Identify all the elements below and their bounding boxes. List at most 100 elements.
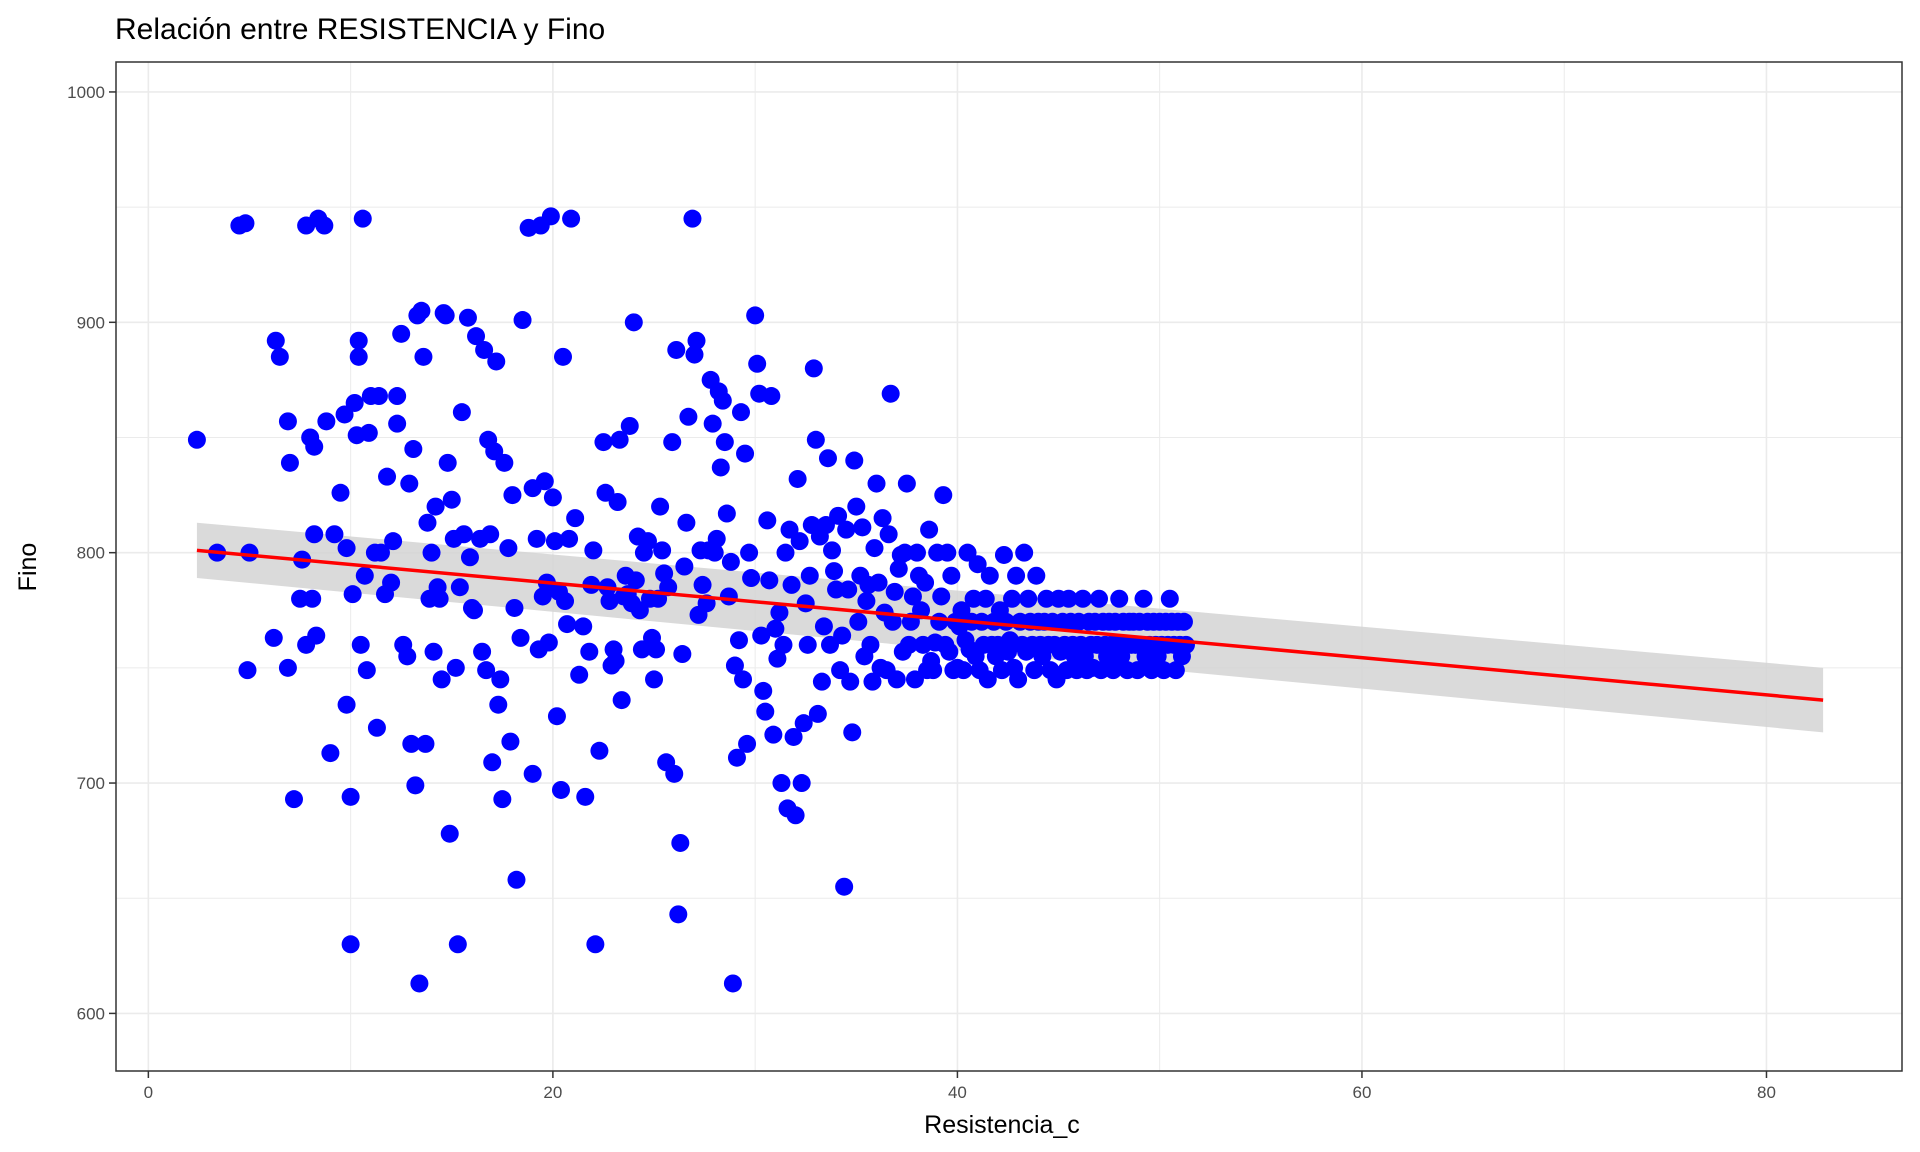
data-point bbox=[711, 458, 730, 477]
data-point bbox=[422, 543, 441, 562]
data-point bbox=[1174, 612, 1193, 631]
x-axis: 0 20 40 60 80 bbox=[144, 1071, 1776, 1102]
data-point bbox=[586, 935, 605, 954]
data-points-layer bbox=[187, 207, 1195, 993]
data-point bbox=[920, 520, 939, 539]
data-point bbox=[814, 617, 833, 636]
data-point bbox=[452, 403, 471, 422]
plot-panel-border bbox=[115, 61, 1903, 1072]
data-point bbox=[511, 628, 530, 647]
data-point bbox=[885, 582, 904, 601]
data-point bbox=[305, 437, 324, 456]
data-point bbox=[1176, 635, 1195, 654]
data-point bbox=[388, 414, 407, 433]
data-point bbox=[770, 603, 789, 622]
y-axis: 600 700 800 900 1000 bbox=[67, 83, 116, 1023]
data-point bbox=[796, 594, 815, 613]
data-point bbox=[685, 345, 704, 364]
data-point bbox=[651, 497, 670, 516]
data-point bbox=[345, 393, 364, 412]
data-point bbox=[897, 474, 916, 493]
data-point bbox=[487, 352, 506, 371]
data-point bbox=[337, 539, 356, 558]
data-point bbox=[934, 486, 953, 505]
data-point bbox=[475, 340, 494, 359]
data-point bbox=[341, 787, 360, 806]
data-point bbox=[758, 511, 777, 530]
data-point bbox=[541, 207, 560, 226]
data-point bbox=[369, 387, 388, 406]
data-point bbox=[533, 587, 552, 606]
data-point bbox=[349, 331, 368, 350]
data-point bbox=[788, 469, 807, 488]
data-point bbox=[792, 774, 811, 793]
data-point bbox=[978, 670, 997, 689]
data-point bbox=[507, 870, 526, 889]
data-point bbox=[450, 578, 469, 597]
data-point bbox=[752, 626, 771, 645]
data-point bbox=[861, 635, 880, 654]
data-point bbox=[731, 403, 750, 422]
data-point bbox=[410, 974, 429, 993]
trend-line-layer bbox=[196, 548, 1824, 702]
data-point bbox=[317, 412, 336, 431]
data-point bbox=[740, 543, 759, 562]
data-point bbox=[829, 506, 848, 525]
data-point bbox=[315, 216, 334, 235]
data-point bbox=[748, 354, 767, 373]
data-point bbox=[669, 905, 688, 924]
data-point bbox=[912, 601, 931, 620]
data-point bbox=[903, 587, 922, 606]
data-point bbox=[325, 525, 344, 544]
data-point bbox=[398, 647, 417, 666]
data-point bbox=[418, 513, 437, 532]
data-point bbox=[881, 384, 900, 403]
x-tick-label: 0 bbox=[144, 1083, 153, 1102]
data-point bbox=[705, 543, 724, 562]
data-point bbox=[719, 587, 738, 606]
data-point bbox=[768, 649, 787, 668]
data-point bbox=[438, 453, 457, 472]
data-point bbox=[938, 543, 957, 562]
data-point bbox=[707, 529, 726, 548]
data-point bbox=[355, 566, 374, 585]
data-point bbox=[976, 589, 995, 608]
data-point bbox=[513, 311, 532, 330]
data-point bbox=[1090, 589, 1109, 608]
data-point bbox=[804, 359, 823, 378]
data-point bbox=[388, 387, 407, 406]
data-point bbox=[545, 532, 564, 551]
data-point bbox=[837, 520, 856, 539]
data-point bbox=[790, 532, 809, 551]
data-point bbox=[371, 543, 390, 562]
data-point bbox=[723, 974, 742, 993]
data-point bbox=[764, 725, 783, 744]
data-point bbox=[645, 670, 664, 689]
data-point bbox=[430, 589, 449, 608]
data-point bbox=[663, 433, 682, 452]
data-point bbox=[665, 764, 684, 783]
data-point bbox=[1128, 661, 1147, 680]
data-point bbox=[727, 748, 746, 767]
data-point bbox=[857, 592, 876, 611]
data-point bbox=[721, 552, 740, 571]
data-point bbox=[562, 209, 581, 228]
y-tick-label: 1000 bbox=[67, 83, 105, 102]
data-point bbox=[784, 727, 803, 746]
data-point bbox=[782, 575, 801, 594]
data-point bbox=[402, 734, 421, 753]
data-point bbox=[1003, 589, 1022, 608]
data-point bbox=[1110, 589, 1129, 608]
x-tick-label: 40 bbox=[948, 1083, 967, 1102]
data-point bbox=[1009, 670, 1028, 689]
data-point bbox=[693, 575, 712, 594]
data-point bbox=[729, 631, 748, 650]
data-point bbox=[683, 209, 702, 228]
data-point bbox=[776, 543, 795, 562]
y-axis-title: Fino bbox=[14, 543, 42, 592]
data-point bbox=[883, 612, 902, 631]
data-point bbox=[954, 661, 973, 680]
data-point bbox=[610, 430, 629, 449]
data-point bbox=[576, 787, 595, 806]
